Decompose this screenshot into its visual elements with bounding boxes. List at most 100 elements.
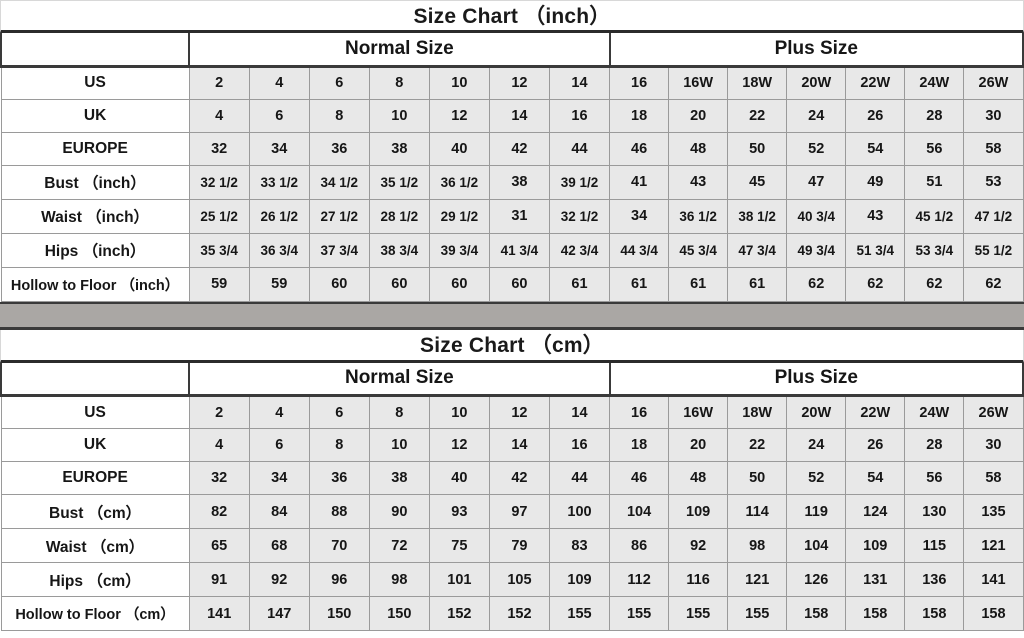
data-cell[interactable]: 16 — [609, 65, 670, 100]
data-cell[interactable]: 121 — [963, 528, 1024, 563]
data-cell[interactable]: 53 — [963, 164, 1024, 200]
data-cell[interactable]: 24 — [786, 428, 847, 462]
data-cell[interactable]: 58 — [963, 461, 1024, 495]
data-cell[interactable]: 131 — [845, 562, 906, 597]
data-cell[interactable]: 152 — [488, 596, 550, 631]
data-cell[interactable]: 98 — [727, 528, 788, 563]
data-cell[interactable]: 41 — [609, 164, 670, 200]
data-cell[interactable]: 42 — [488, 461, 550, 495]
data-cell[interactable]: 114 — [727, 494, 788, 529]
data-cell[interactable]: 34 — [248, 461, 310, 495]
data-cell[interactable]: 155 — [548, 596, 611, 631]
row-label-cell[interactable]: Hips （inch） — [0, 232, 190, 268]
data-cell[interactable]: 155 — [727, 596, 788, 631]
data-cell[interactable]: 12 — [428, 98, 490, 133]
data-cell[interactable]: 8 — [368, 395, 430, 429]
data-cell[interactable]: 53 3/4 — [904, 232, 965, 268]
data-cell[interactable]: 49 — [845, 164, 906, 200]
data-cell[interactable]: 38 3/4 — [368, 232, 430, 268]
data-cell[interactable]: 6 — [308, 395, 370, 429]
data-cell[interactable]: 22W — [845, 65, 906, 100]
data-cell[interactable]: 135 — [963, 494, 1024, 529]
data-cell[interactable]: 112 — [609, 562, 670, 597]
data-cell[interactable]: 61 — [548, 266, 611, 302]
data-cell[interactable]: 30 — [963, 428, 1024, 462]
data-cell[interactable]: 101 — [428, 562, 490, 597]
data-cell[interactable]: 24W — [904, 65, 965, 100]
data-cell[interactable]: 109 — [548, 562, 611, 597]
data-cell[interactable]: 12 — [488, 65, 550, 100]
data-cell[interactable]: 115 — [904, 528, 965, 563]
row-label-cell[interactable]: Bust （inch） — [0, 164, 190, 200]
data-cell[interactable]: 16 — [548, 98, 611, 133]
data-cell[interactable]: 20W — [786, 395, 847, 429]
data-cell[interactable]: 4 — [248, 65, 310, 100]
data-cell[interactable]: 22 — [727, 428, 788, 462]
data-cell[interactable]: 16W — [668, 395, 729, 429]
row-label-cell[interactable]: Waist （inch） — [0, 198, 190, 234]
data-cell[interactable]: 82 — [188, 494, 250, 529]
data-cell[interactable]: 4 — [188, 428, 250, 462]
data-cell[interactable]: 62 — [845, 266, 906, 302]
data-cell[interactable]: 14 — [548, 65, 611, 100]
data-cell[interactable]: 43 — [845, 198, 906, 234]
data-cell[interactable]: 32 1/2 — [188, 164, 250, 200]
data-cell[interactable]: 25 1/2 — [188, 198, 250, 234]
data-cell[interactable]: 65 — [188, 528, 250, 563]
data-cell[interactable]: 33 1/2 — [248, 164, 310, 200]
data-cell[interactable]: 104 — [786, 528, 847, 563]
data-cell[interactable]: 26 1/2 — [248, 198, 310, 234]
data-cell[interactable]: 150 — [368, 596, 430, 631]
data-cell[interactable]: 10 — [428, 65, 490, 100]
data-cell[interactable]: 126 — [786, 562, 847, 597]
data-cell[interactable]: 105 — [488, 562, 550, 597]
data-cell[interactable]: 93 — [428, 494, 490, 529]
data-cell[interactable]: 8 — [368, 65, 430, 100]
data-cell[interactable]: 38 — [488, 164, 550, 200]
data-cell[interactable]: 38 1/2 — [727, 198, 788, 234]
data-cell[interactable]: 60 — [368, 266, 430, 302]
data-cell[interactable]: 83 — [548, 528, 611, 563]
row-label-cell[interactable]: EUROPE — [0, 461, 190, 495]
data-cell[interactable]: 155 — [668, 596, 729, 631]
data-cell[interactable]: 45 3/4 — [668, 232, 729, 268]
data-cell[interactable]: 59 — [188, 266, 250, 302]
data-cell[interactable]: 28 1/2 — [368, 198, 430, 234]
data-cell[interactable]: 18W — [727, 65, 788, 100]
data-cell[interactable]: 40 — [428, 461, 490, 495]
data-cell[interactable]: 50 — [727, 131, 788, 166]
data-cell[interactable]: 48 — [668, 131, 729, 166]
data-cell[interactable]: 36 1/2 — [668, 198, 729, 234]
data-cell[interactable]: 46 — [609, 131, 670, 166]
data-cell[interactable]: 38 — [368, 461, 430, 495]
data-cell[interactable]: 92 — [248, 562, 310, 597]
data-cell[interactable]: 109 — [845, 528, 906, 563]
data-cell[interactable]: 61 — [668, 266, 729, 302]
data-cell[interactable]: 27 1/2 — [308, 198, 370, 234]
data-cell[interactable]: 26W — [963, 65, 1024, 100]
data-cell[interactable]: 40 3/4 — [786, 198, 847, 234]
data-cell[interactable]: 51 — [904, 164, 965, 200]
data-cell[interactable]: 98 — [368, 562, 430, 597]
data-cell[interactable]: 124 — [845, 494, 906, 529]
data-cell[interactable]: 2 — [188, 65, 250, 100]
data-cell[interactable]: 158 — [904, 596, 965, 631]
data-cell[interactable]: 2 — [188, 395, 250, 429]
data-cell[interactable]: 51 3/4 — [845, 232, 906, 268]
data-cell[interactable]: 141 — [188, 596, 250, 631]
data-cell[interactable]: 104 — [609, 494, 670, 529]
data-cell[interactable]: 31 — [488, 198, 550, 234]
data-cell[interactable]: 50 — [727, 461, 788, 495]
data-cell[interactable]: 136 — [904, 562, 965, 597]
data-cell[interactable]: 60 — [488, 266, 550, 302]
data-cell[interactable]: 20 — [668, 98, 729, 133]
data-cell[interactable]: 52 — [786, 461, 847, 495]
data-cell[interactable]: 46 — [609, 461, 670, 495]
data-cell[interactable]: 39 1/2 — [548, 164, 611, 200]
data-cell[interactable]: 26W — [963, 395, 1024, 429]
data-cell[interactable]: 116 — [668, 562, 729, 597]
data-cell[interactable]: 60 — [308, 266, 370, 302]
data-cell[interactable]: 28 — [904, 98, 965, 133]
data-cell[interactable]: 52 — [786, 131, 847, 166]
data-cell[interactable]: 86 — [609, 528, 670, 563]
